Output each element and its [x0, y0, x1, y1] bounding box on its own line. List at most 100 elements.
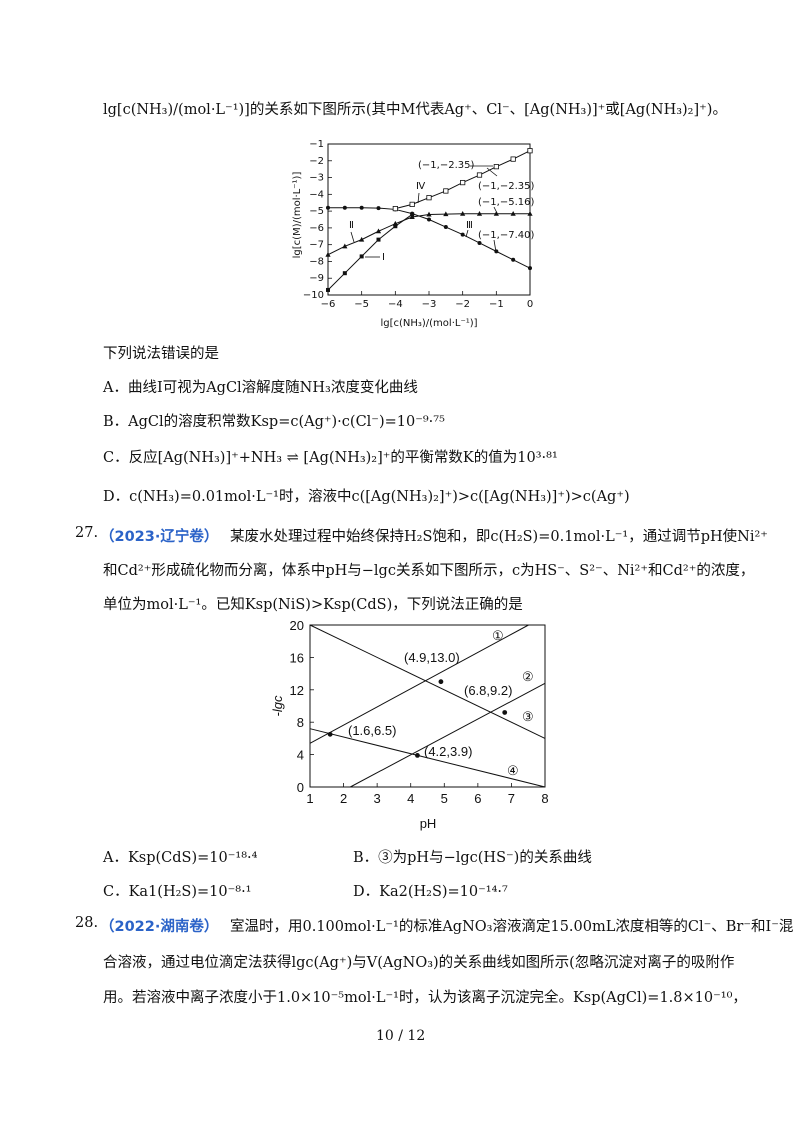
q27-line3: 单位为mol·L⁻¹。已知Ksp(NiS)>Ksp(CdS)，下列说法正确的是: [103, 597, 523, 613]
annotation-2: (−1,−2.35): [478, 181, 534, 192]
data-point: [476, 172, 483, 178]
data-point: [359, 205, 364, 210]
data-point: [527, 148, 533, 154]
y-tick-label: −10: [303, 290, 324, 301]
q28-line3: 用。若溶液中离子浓度小于1.0×10⁻⁵mol·L⁻¹时，认为该离子沉淀完全。K…: [103, 990, 747, 1006]
data-point: [376, 206, 381, 211]
data-point: [511, 257, 516, 262]
x-tick-label: 6: [474, 791, 481, 806]
y-tick-label: −5: [309, 206, 324, 217]
curve-label-ii: Ⅱ: [349, 220, 354, 231]
point-label-4: (4.2,3.9): [424, 744, 472, 759]
data-point: [443, 225, 448, 230]
annotation-1: (−1,−2.35): [418, 160, 474, 171]
data-point: [376, 237, 381, 242]
q27-line1: 某废水处理过程中始终保持H₂S饱和，即c(H₂S)=0.1mol·L⁻¹，通过调…: [230, 529, 768, 545]
curve-label-iii: Ⅲ: [466, 220, 473, 231]
y-tick-label: −7: [309, 240, 324, 251]
data-point: [410, 211, 415, 216]
curve-label-iv: Ⅳ: [416, 181, 426, 192]
data-point: [528, 266, 532, 271]
q27-number: 27.: [75, 525, 99, 541]
chart-frame-2: [309, 624, 546, 788]
x-axis-label: lg[c(NH₃)/(mol·L⁻¹)]: [380, 318, 477, 329]
x-tick-label: 4: [407, 791, 414, 806]
series-line: [309, 624, 546, 739]
y-tick-label: −2: [309, 156, 324, 167]
y-axis-label-2: -lgc: [270, 695, 285, 716]
data-point: [427, 217, 431, 222]
data-point: [342, 243, 348, 249]
q27-option-c: C．Ka1(H₂S)=10⁻⁸·¹: [103, 884, 252, 900]
y-tick-label: −6: [309, 223, 324, 234]
intersection-point: [415, 753, 420, 758]
q27-source: （2023·辽宁卷）: [100, 529, 219, 545]
data-point: [409, 201, 415, 207]
data-point: [460, 179, 466, 186]
q27-option-a: A．Ksp(CdS)=10⁻¹⁸·⁴: [103, 850, 258, 866]
q28-number: 28.: [75, 915, 99, 931]
data-point: [477, 240, 482, 245]
y-axis-label: lg[c(M)/(mol·L⁻¹)]: [292, 172, 303, 259]
y-tick-label: 8: [297, 715, 304, 730]
x-tick-label: −3: [422, 299, 437, 310]
data-point: [392, 220, 398, 226]
curve-label-i: Ⅰ: [382, 252, 385, 263]
x-tick-label: 8: [541, 791, 548, 806]
x-tick-label: −4: [388, 299, 403, 310]
q28-line1: 室温时，用0.100mol·L⁻¹的标准AgNO₃溶液滴定15.00mL浓度相等…: [230, 919, 794, 935]
data-point: [342, 271, 347, 276]
x-tick-label: −2: [455, 299, 470, 310]
data-point: [326, 287, 330, 292]
y-tick-label: 0: [297, 780, 304, 795]
intersection-point: [327, 731, 333, 737]
y-tick-label: −8: [309, 256, 324, 267]
data-point: [527, 210, 533, 216]
q27-option-d: D．Ka2(H₂S)=10⁻¹⁴·⁷: [353, 884, 508, 900]
point-label-3: (1.6,6.5): [348, 723, 396, 738]
data-point: [494, 249, 499, 254]
series-line: [327, 214, 413, 291]
data-point: [326, 205, 330, 210]
page-number: 10 / 12: [376, 1028, 426, 1044]
data-point: [493, 164, 499, 170]
intersection-point: [438, 679, 444, 685]
data-point: [359, 236, 365, 242]
data-point: [392, 205, 398, 212]
y-tick-label: 4: [297, 748, 304, 763]
data-point: [375, 228, 382, 234]
ammonia-chart: −6 −5 −4 −3 −2 −1 0 −1−2−3−4−5−6−7−8−9−10 lg[c…: [292, 139, 534, 329]
point-label-1: (4.9,13.0): [404, 650, 460, 665]
intro-line: lg[c(NH₃)/(mol·L⁻¹)]的关系如下图所示(其中M代表Ag⁺、Cl…: [103, 102, 727, 118]
x-tick-label: −6: [321, 299, 336, 310]
y-tick-label: 20: [290, 618, 304, 633]
data-point: [460, 232, 465, 237]
point-label-2: (6.8,9.2): [464, 683, 512, 698]
y-tick-label: −4: [309, 189, 324, 200]
curve-label-1: ①: [492, 628, 504, 643]
x-tick-label: 5: [441, 791, 448, 806]
x-tick-label: 7: [508, 791, 515, 806]
q28-line2: 合溶液，通过电位滴定法获得lgc(Ag⁺)与V(AgNO₃)的关系曲线如图所示(…: [103, 955, 735, 971]
y-tick-label: 12: [290, 683, 304, 698]
data-point: [443, 188, 449, 194]
y-tick-label: 16: [290, 650, 304, 665]
x-axis-label-2: pH: [420, 816, 437, 831]
q26-option-b: B．AgCl的溶度积常数Ksp=c(Ag⁺)·c(Cl⁻)=10⁻⁹·⁷⁵: [103, 414, 445, 430]
x-tick-label: −1: [489, 299, 504, 310]
data-point: [359, 254, 364, 259]
q28-source: （2022·湖南卷）: [100, 919, 219, 935]
y-tick-label: −3: [309, 173, 324, 184]
data-point: [325, 251, 331, 257]
q26-stem: 下列说法错误的是: [103, 346, 219, 362]
series-line: [350, 682, 546, 788]
annotation-4: (−1,−7.40): [478, 230, 534, 241]
data-point: [510, 210, 516, 216]
q26-option-c: C．反应[Ag(NH₃)]⁺+NH₃ ⇌ [Ag(NH₃)₂]⁺的平衡常数K的值…: [103, 450, 558, 466]
q26-option-d: D．c(NH₃)=0.01mol·L⁻¹时，溶液中c([Ag(NH₃)₂]⁺)>…: [103, 489, 630, 505]
curve-label-3: ③: [522, 709, 534, 724]
intersection-point: [502, 710, 508, 715]
x-tick-label: 3: [374, 791, 381, 806]
x-tick-label: −5: [354, 299, 369, 310]
data-point: [443, 211, 449, 217]
